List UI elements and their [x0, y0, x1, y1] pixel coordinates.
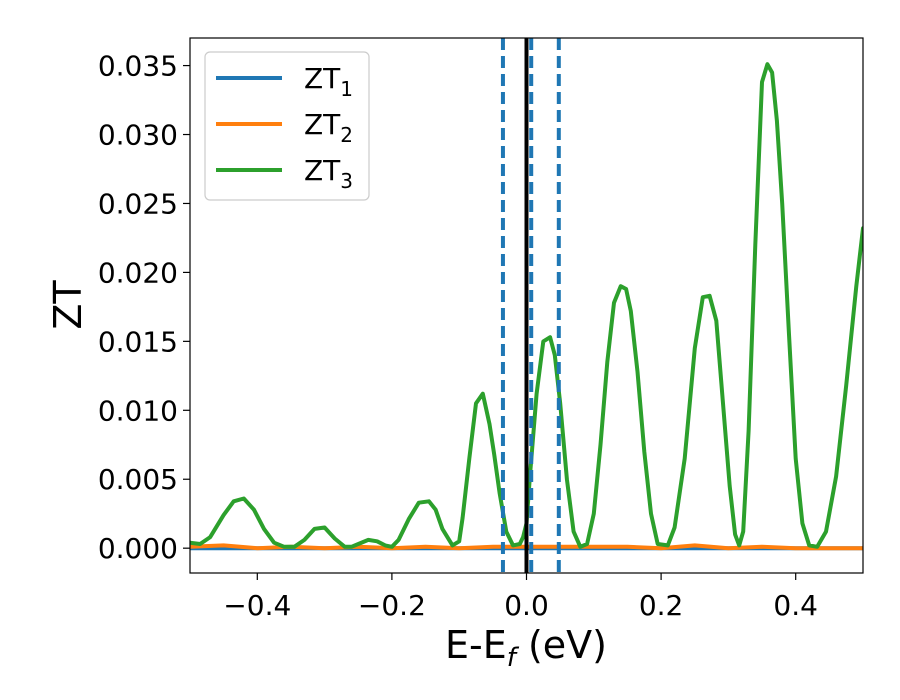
legend-label-1: ZT1	[304, 62, 353, 101]
x-tick-label: 0.4	[773, 589, 818, 622]
y-tick-label: 0.015	[98, 325, 178, 358]
x-axis-label: E-Ef (eV)	[445, 623, 607, 673]
y-tick-label: 0.000	[98, 532, 178, 565]
x-tick-label: 0.2	[639, 589, 684, 622]
plot-data-layer	[190, 38, 863, 573]
y-tick-label: 0.035	[98, 50, 178, 83]
x-tick-label: −0.2	[358, 589, 426, 622]
y-tick-label: 0.020	[98, 256, 178, 289]
y-axis-label: ZT	[46, 280, 90, 330]
y-tick-label: 0.025	[98, 187, 178, 220]
y-tick-label: 0.005	[98, 463, 178, 496]
legend-box	[204, 51, 370, 201]
axis-ticks: −0.4 −0.2 0.0 0.2 0.4 0.000 0.005 0.010 0.015 0.0…	[98, 50, 818, 622]
legend: ZT1 ZT2 ZT3	[204, 51, 370, 201]
series-line-3	[190, 62, 863, 549]
y-tick-label: 0.030	[98, 119, 178, 152]
y-tick-label: 0.010	[98, 394, 178, 427]
legend-label-2: ZT2	[304, 108, 353, 147]
x-tick-label: 0.0	[504, 589, 549, 622]
x-tick-label: −0.4	[223, 589, 291, 622]
legend-label-3: ZT3	[304, 154, 353, 193]
